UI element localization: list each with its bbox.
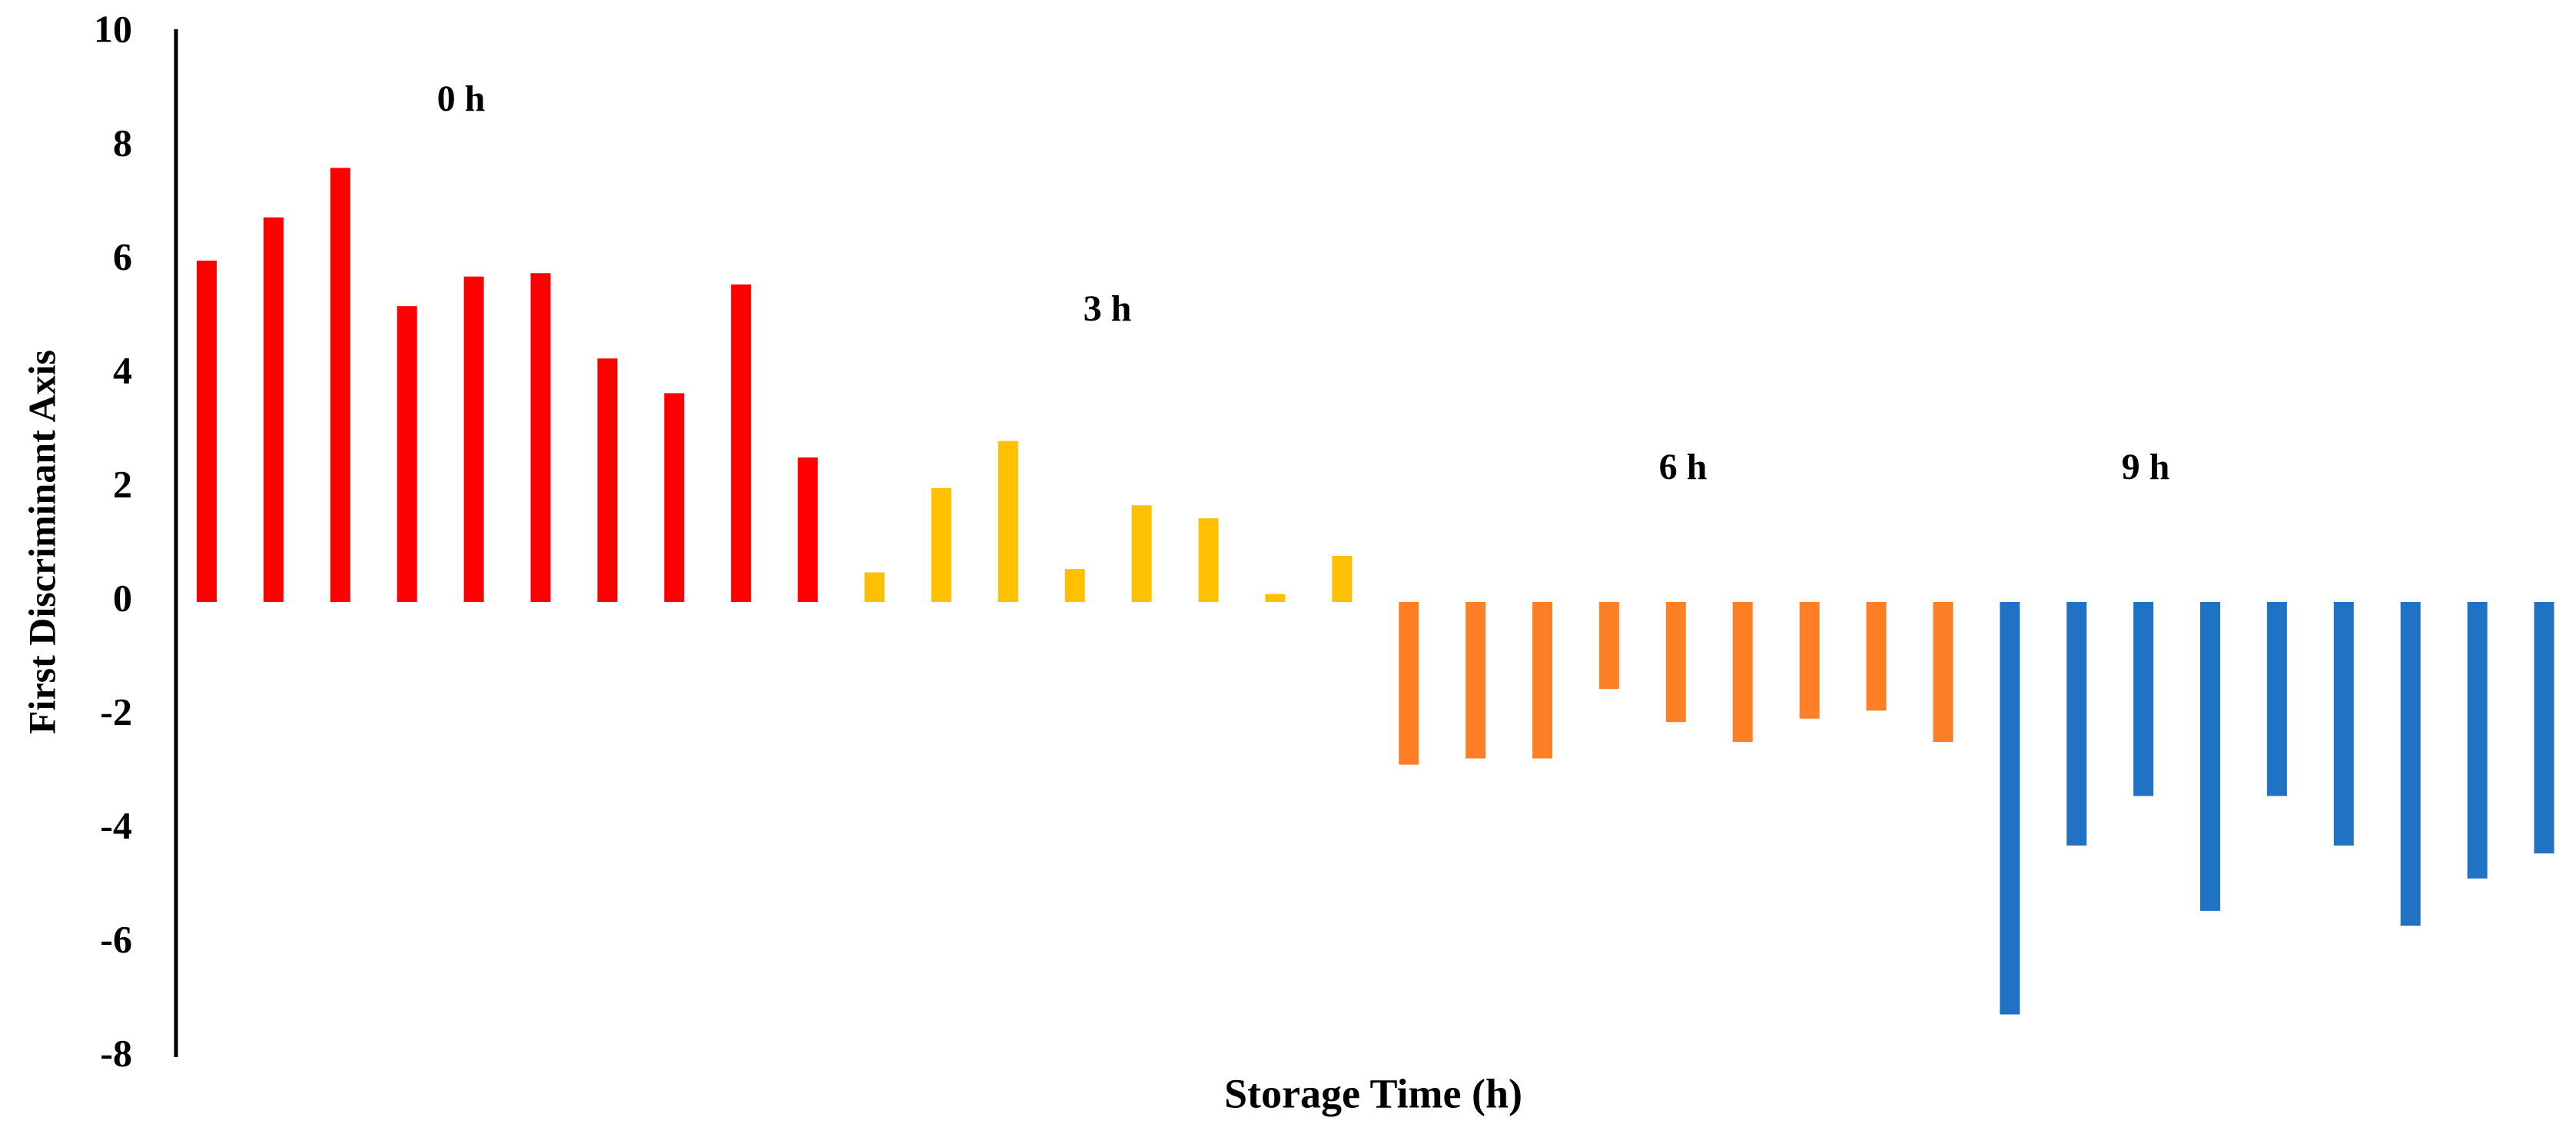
bar — [197, 261, 217, 602]
bar — [2200, 602, 2220, 911]
y-tick-label: 6 — [113, 234, 132, 278]
bar — [1799, 602, 1820, 719]
y-tick-label: -2 — [100, 690, 132, 733]
group-label: 3 h — [1084, 288, 1132, 329]
bar — [2000, 602, 2020, 1015]
bar — [1598, 602, 1619, 690]
bar — [1399, 602, 1419, 765]
bar — [1532, 602, 1552, 759]
bar — [397, 306, 417, 602]
bar — [1732, 602, 1753, 743]
y-tick-label: -8 — [100, 1031, 132, 1074]
bar — [1265, 594, 1286, 602]
bar — [2133, 602, 2154, 796]
bar — [664, 393, 685, 602]
bar — [2266, 602, 2287, 796]
bar — [2400, 602, 2421, 926]
bar — [1198, 518, 1219, 602]
bar — [1131, 505, 1152, 602]
y-axis-label: First Discriminant Axis — [20, 350, 63, 734]
bar — [731, 284, 752, 602]
y-tick-label: 0 — [113, 576, 132, 619]
bar — [1866, 602, 1887, 711]
bar — [998, 441, 1018, 602]
bar — [330, 168, 350, 602]
bar — [2333, 602, 2354, 846]
bar — [2467, 602, 2488, 879]
y-tick-label: 10 — [94, 7, 132, 50]
bar — [530, 273, 551, 602]
bar — [463, 276, 484, 602]
group-label: 9 h — [2122, 447, 2170, 487]
y-tick-label: 4 — [113, 348, 132, 391]
y-tick-label: 8 — [113, 121, 132, 164]
bar — [2534, 602, 2554, 854]
bar — [798, 457, 818, 602]
y-tick-label: 2 — [113, 462, 132, 505]
y-tick-label: -6 — [100, 917, 132, 960]
bar — [597, 358, 618, 602]
bar — [1064, 569, 1085, 602]
bar — [1933, 602, 1954, 743]
bar — [263, 217, 284, 602]
bar — [865, 572, 885, 602]
group-label: 0 h — [437, 78, 486, 119]
bar — [2066, 602, 2087, 846]
group-label: 6 h — [1659, 447, 1708, 487]
bar — [1332, 556, 1353, 602]
bar — [1665, 602, 1686, 723]
x-axis-label: Storage Time (h) — [1224, 1070, 1522, 1116]
bar — [931, 488, 951, 602]
y-tick-label: -4 — [100, 803, 132, 846]
bar — [1466, 602, 1486, 759]
